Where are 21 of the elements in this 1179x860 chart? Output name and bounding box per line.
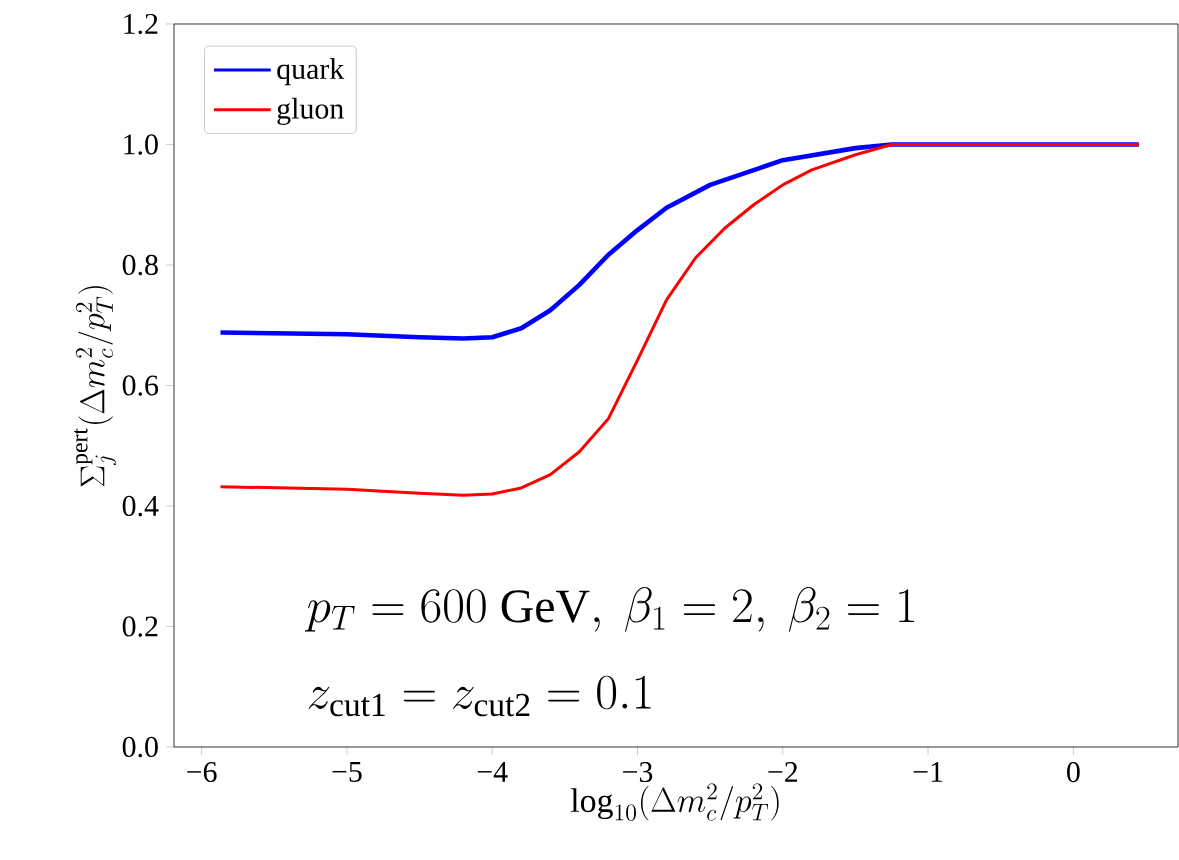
x-tick-label: −2	[768, 762, 798, 782]
y-tick-label: 0.8	[122, 254, 158, 276]
x-tick-label: −6	[187, 762, 217, 783]
line-series	[218, 142, 1141, 497]
y-tick-label: 0.4	[122, 495, 159, 517]
y-tick-label: 0.2	[122, 616, 158, 637]
legend-label: gluon	[277, 97, 344, 125]
y-axis-title: $\Sigma_j^{\rm pert}(\Delta m_c^2/p_T^2)$	[74, 286, 117, 487]
y-tick-label: 0.6	[122, 375, 159, 396]
legend-label: quark	[277, 58, 345, 86]
x-tick-label: −4	[477, 762, 508, 782]
y-tick-label: 1.2	[124, 13, 158, 35]
x-axis-title: $\log_{10}(\Delta m_c^2/p_T^2)$	[570, 783, 779, 821]
x-tick-label: 0	[1067, 762, 1080, 783]
x-tick-label: −3	[623, 762, 653, 783]
x-tick-label: −1	[913, 762, 943, 782]
y-tick-label: 1.0	[124, 134, 158, 155]
y-tick-label: 0.0	[122, 736, 158, 758]
x-tick-label: −5	[332, 762, 362, 782]
annotation: $p_T = 600~\mathrm{GeV},\ \beta_1 = 2,\ \beta_2 = 1$	[305, 587, 914, 632]
annotation: $z_{\mathrm{cut1}} = z_{\mathrm{cut2}} = 0.1$	[308, 675, 651, 717]
